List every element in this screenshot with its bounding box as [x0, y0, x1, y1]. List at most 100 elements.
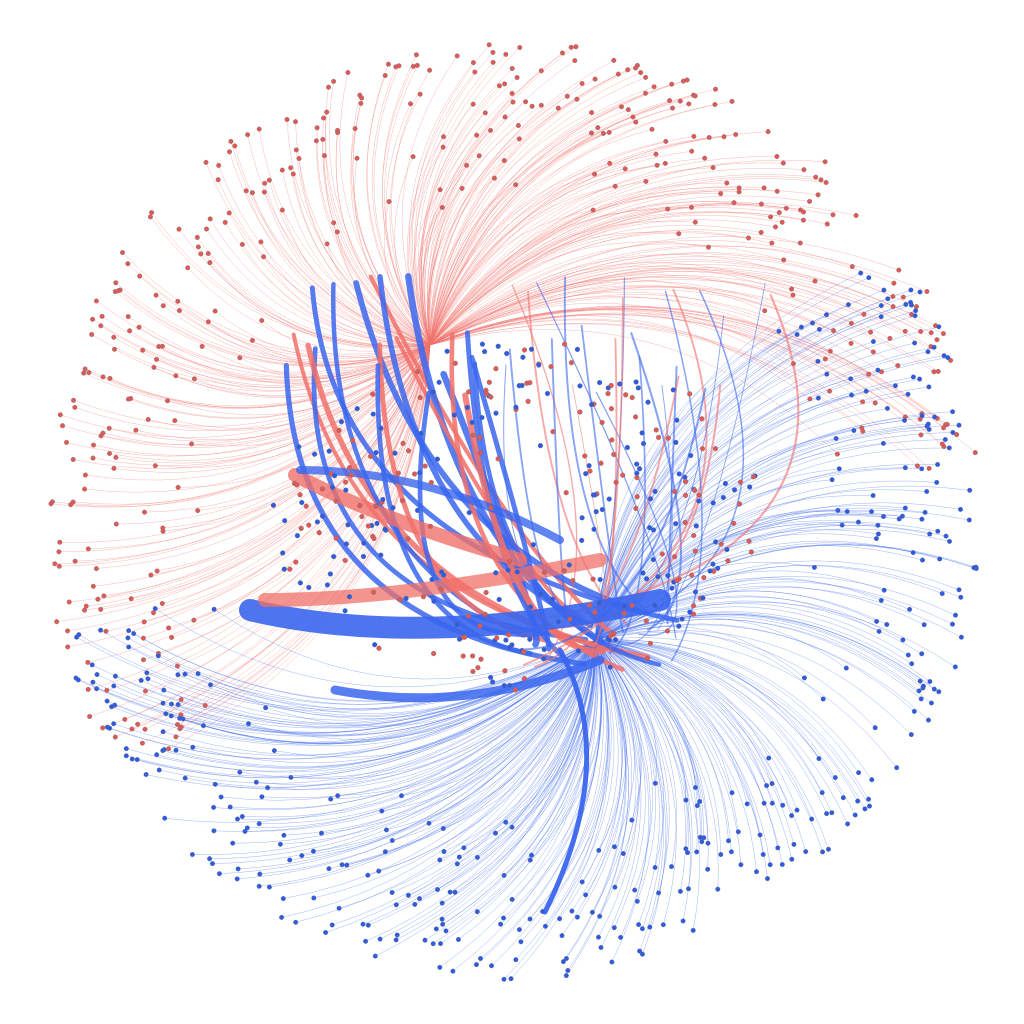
red-node	[653, 151, 659, 157]
red-node	[199, 343, 205, 349]
red-node	[90, 455, 96, 461]
blue-node	[816, 326, 822, 332]
red-node	[324, 241, 330, 247]
red-edge	[429, 279, 951, 361]
red-edge	[429, 96, 568, 346]
blue-node	[765, 876, 770, 882]
blue-edge	[594, 639, 869, 800]
red-edge	[429, 60, 614, 346]
cluster-node	[555, 619, 562, 625]
red-edge	[269, 180, 431, 346]
cluster-node	[370, 391, 376, 397]
blue-edge	[477, 639, 598, 912]
red-edge	[429, 103, 689, 346]
blue-node	[935, 462, 941, 467]
red-edge	[206, 228, 431, 346]
blue-node	[596, 847, 602, 853]
blue-edge	[146, 639, 596, 721]
red-node	[733, 132, 739, 137]
red-node	[926, 465, 932, 471]
blue-node	[474, 854, 480, 860]
blue-node	[833, 436, 839, 441]
red-edge	[428, 47, 572, 346]
blue-edge	[126, 639, 596, 777]
blue-node	[872, 725, 878, 731]
cluster-node	[598, 460, 604, 466]
blue-edge	[392, 639, 596, 893]
red-node	[853, 213, 859, 218]
blue-node	[908, 299, 914, 305]
red-edge	[153, 344, 431, 614]
red-edge	[429, 83, 672, 346]
blue-edge	[566, 639, 629, 976]
cluster-node	[405, 448, 412, 454]
cluster-node	[420, 594, 426, 600]
cluster-node	[692, 589, 699, 595]
blue-node	[880, 440, 886, 446]
blue-node	[875, 522, 881, 528]
blue-node	[911, 708, 917, 714]
blue-edge	[594, 385, 896, 641]
red-node	[848, 340, 854, 346]
red-node	[243, 188, 249, 194]
red-node	[686, 101, 692, 107]
red-node	[104, 687, 110, 693]
cluster-node	[405, 536, 411, 542]
red-edge	[194, 344, 431, 398]
red-node	[490, 49, 496, 55]
red-edge	[247, 134, 431, 346]
red-node	[555, 105, 561, 111]
red-edge	[429, 263, 936, 346]
bundle-edge	[519, 387, 707, 651]
blue-node	[310, 848, 316, 854]
cluster-node	[521, 649, 527, 655]
blue-node	[920, 557, 925, 563]
red-node	[615, 71, 621, 77]
cluster-node	[550, 429, 556, 435]
red-edge	[429, 167, 714, 346]
blue-node	[540, 909, 546, 914]
red-node	[459, 185, 465, 191]
blue-edge	[594, 420, 905, 641]
blue-node	[104, 698, 110, 704]
cluster-node	[647, 640, 653, 646]
blue-node	[718, 852, 724, 857]
red-edge	[150, 216, 431, 347]
blue-edge	[459, 639, 596, 858]
cluster-node	[647, 525, 653, 531]
blue-node	[836, 466, 842, 472]
cluster-node	[683, 492, 689, 498]
blue-node	[908, 287, 914, 293]
blue-node	[98, 627, 104, 633]
red-node	[83, 603, 89, 609]
blue-node	[844, 509, 850, 514]
red-node	[293, 147, 299, 153]
red-edge	[429, 86, 655, 346]
red-node	[572, 58, 578, 64]
blue-edge	[594, 630, 824, 700]
red-node	[758, 229, 764, 235]
blue-node	[478, 956, 483, 961]
blue-edge	[395, 639, 596, 941]
blue-node	[881, 514, 886, 519]
blue-node	[501, 915, 506, 921]
blue-edge	[452, 639, 598, 972]
red-edge	[427, 106, 533, 346]
cluster-node	[342, 608, 348, 614]
red-edge	[175, 344, 431, 737]
red-node	[517, 45, 523, 50]
red-node	[768, 214, 774, 220]
blue-node	[344, 862, 350, 868]
blue-node	[454, 861, 460, 867]
cluster-node	[488, 674, 494, 680]
blue-node	[690, 927, 696, 933]
blue-edge	[594, 639, 677, 867]
red-node	[313, 138, 319, 144]
blue-node	[902, 505, 908, 511]
blue-node	[928, 700, 934, 706]
blue-node	[323, 930, 329, 935]
blue-node	[597, 913, 603, 919]
red-edge	[429, 162, 784, 346]
cluster-node	[412, 471, 418, 477]
cluster-node	[373, 503, 379, 509]
